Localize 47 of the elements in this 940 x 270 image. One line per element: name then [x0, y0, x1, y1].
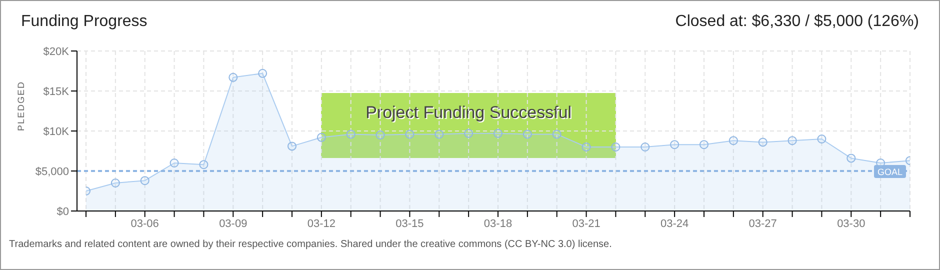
point: [640, 142, 650, 152]
point: [434, 130, 444, 139]
y-axis-title: PLEDGED: [16, 80, 26, 131]
point: [376, 130, 385, 140]
point: [728, 136, 738, 146]
chart-title: Funding Progress: [21, 13, 148, 31]
chart-subtitle: Closed at: $6,330 / $5,000 (126%): [675, 13, 919, 31]
point: [228, 72, 238, 82]
x-tick-label: 03-15: [396, 218, 424, 230]
point: [140, 176, 150, 186]
point: [405, 130, 414, 139]
point: [758, 138, 768, 147]
x-tick-label: 03-21: [572, 218, 600, 230]
ref-line-label: GOAL: [877, 167, 903, 177]
point: [788, 136, 797, 146]
point: [670, 140, 680, 150]
point: [611, 142, 620, 152]
y-tick-label: $20K: [43, 46, 70, 58]
point: [494, 128, 502, 138]
banner: Project Funding Successful: [321, 93, 616, 158]
x-tick-label: 03-18: [484, 218, 512, 230]
point: [582, 142, 591, 152]
point: [846, 154, 856, 163]
x-tick-label: 03-12: [307, 218, 336, 230]
point: [817, 134, 826, 144]
x-tick-label: 03-09: [219, 218, 248, 230]
x-tick-label: 03-06: [130, 218, 159, 230]
y-tick-label: $5,000: [35, 166, 69, 178]
point: [110, 178, 120, 188]
point: [288, 142, 296, 151]
x-tick-label: 03-30: [837, 218, 866, 230]
x-tick-label: 03-24: [660, 218, 689, 230]
point: [316, 132, 326, 142]
point: [522, 130, 532, 139]
point: [170, 158, 179, 168]
point: [346, 130, 356, 139]
point: [199, 160, 208, 170]
y-tick-label: $15K: [43, 86, 70, 98]
point: [700, 140, 708, 150]
point: [552, 130, 562, 139]
y-tick-label: $10K: [43, 126, 70, 138]
point: [258, 68, 268, 78]
point: [876, 158, 886, 168]
point: [464, 128, 474, 138]
x-tick-label: 03-27: [748, 218, 777, 230]
y-tick-label: $0: [56, 206, 69, 218]
text: Trademarks and related content are owned by their respective companies. Shared under the creative commons (CC BY-NC 3.0) license.: [9, 239, 613, 250]
